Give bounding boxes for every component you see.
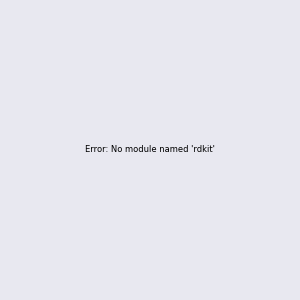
Text: Error: No module named 'rdkit': Error: No module named 'rdkit' <box>85 146 215 154</box>
